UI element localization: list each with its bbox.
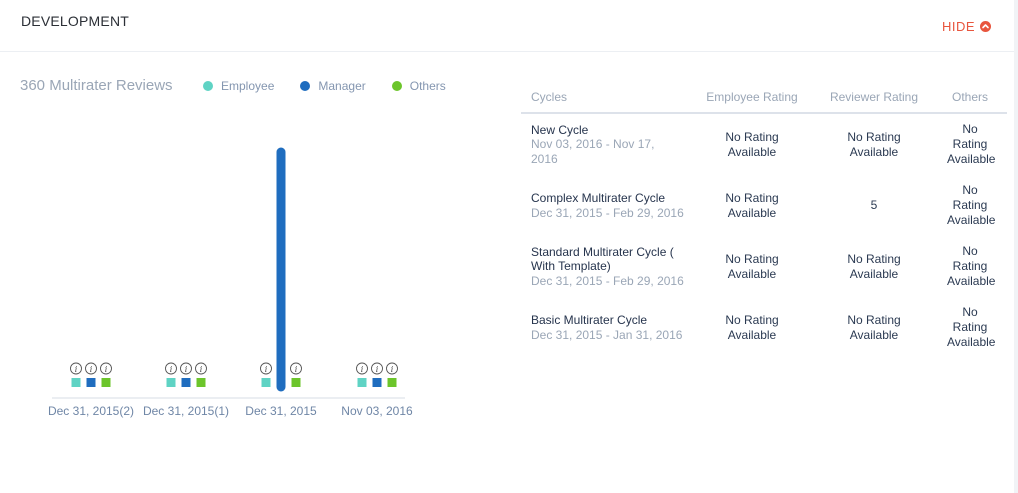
chart-title: 360 Multirater Reviews: [20, 77, 173, 94]
info-icon: [260, 362, 272, 375]
table-header: Cycles Employee Rating Reviewer Rating O…: [521, 82, 1007, 114]
reviewer-rating-cell: No Rating Available: [847, 129, 901, 159]
series-marker-others: [387, 378, 397, 387]
series-marker-employee: [357, 378, 367, 387]
cycle-name: New Cycle: [531, 122, 589, 137]
info-icon-glyph: i: [185, 365, 188, 374]
series-marker-manager: [86, 378, 96, 387]
hide-label: HIDE: [941, 19, 975, 34]
reviewer-rating-cell: 5: [870, 198, 878, 212]
employee-rating-cell: No Rating Available: [725, 190, 779, 220]
legend-label-others: Others: [409, 79, 446, 93]
cycles-table: Cycles Employee Rating Reviewer Rating O…: [521, 82, 1007, 358]
info-icon-glyph: i: [105, 365, 108, 374]
table-row: New Cycle Nov 03, 2016 - Nov 17, 2016 No…: [521, 114, 1007, 175]
series-marker-employee: [166, 378, 176, 387]
x-tick-label: Dec 31, 2015: [245, 404, 317, 418]
header-cycles: Cycles: [531, 90, 568, 104]
cycle-cell: New Cycle Nov 03, 2016 - Nov 17, 2016: [521, 123, 689, 167]
cycle-name: Complex Multirater Cycle: [531, 191, 666, 205]
cycle-dates: Dec 31, 2015 - Feb 29, 2016: [531, 273, 684, 288]
series-marker-others: [196, 378, 206, 387]
header-others: Others: [951, 90, 988, 104]
cycle-dates: Dec 31, 2015 - Feb 29, 2016: [531, 205, 684, 220]
table-row: Complex Multirater Cycle Dec 31, 2015 - …: [521, 175, 1007, 236]
info-icon: [180, 362, 192, 375]
info-icon-glyph: i: [295, 365, 298, 374]
x-tick-label: Dec 31, 2015(2): [48, 404, 134, 418]
header-employee-rating: Employee Rating: [706, 90, 798, 104]
section-header: DEVELOPMENT HIDE: [0, 0, 1018, 52]
series-marker-manager: [181, 378, 191, 387]
hide-button[interactable]: HIDE: [942, 19, 991, 34]
info-icon-glyph: i: [90, 365, 93, 374]
legend-label-employee: Employee: [221, 79, 275, 93]
legend-item-employee[interactable]: Employee: [203, 79, 274, 93]
info-icon: [165, 362, 177, 375]
cycle-cell: Complex Multirater Cycle Dec 31, 2015 - …: [521, 191, 689, 220]
chart-legend: Employee Manager Others: [203, 79, 472, 93]
cycle-cell: Basic Multirater Cycle Dec 31, 2015 - Ja…: [521, 313, 689, 342]
info-icon: [356, 362, 368, 375]
others-cell: No Rating Available: [947, 183, 996, 227]
x-tick-label: Nov 03, 2016: [341, 404, 413, 418]
series-marker-manager: [372, 378, 382, 387]
section-title: DEVELOPMENT: [21, 13, 129, 29]
info-icon: [195, 362, 207, 375]
chevron-up-icon: [980, 21, 991, 32]
cycle-name: Basic Multirater Cycle: [531, 313, 648, 327]
legend-label-manager: Manager: [318, 79, 366, 93]
info-icon: [290, 362, 302, 375]
series-marker-others: [101, 378, 111, 387]
cycle-dates: Dec 31, 2015 - Jan 31, 2016: [531, 327, 683, 342]
info-icon-glyph: i: [265, 365, 268, 374]
bar-chart: i i i Dec 31, 2015(2) i i i Dec 31, 2015(1) i i De…: [48, 147, 413, 418]
legend-dot-others: [391, 81, 402, 91]
info-icon: [386, 362, 398, 375]
x-tick-label: Dec 31, 2015(1): [143, 404, 229, 418]
series-marker-manager: [276, 378, 286, 387]
series-marker-employee: [261, 378, 271, 387]
others-cell: No Rating Available: [947, 305, 996, 349]
reviewer-rating-cell: No Rating Available: [847, 312, 901, 342]
series-marker-employee: [71, 378, 81, 387]
legend-item-manager[interactable]: Manager: [300, 79, 366, 93]
reviewer-rating-cell: No Rating Available: [847, 251, 901, 281]
info-icon: [371, 362, 383, 375]
cycle-name: Standard Multirater Cycle ( With Templat…: [531, 244, 674, 274]
info-icon-glyph: i: [376, 365, 379, 374]
series-marker-others: [291, 378, 301, 387]
employee-rating-cell: No Rating Available: [725, 129, 779, 159]
info-icon: [85, 362, 97, 375]
legend-dot-employee: [203, 81, 213, 91]
others-cell: No Rating Available: [947, 122, 996, 166]
scrollbar-track[interactable]: [1014, 0, 1018, 493]
info-icon: [70, 362, 82, 375]
info-icon-glyph: i: [361, 365, 364, 374]
table-row: Standard Multirater Cycle ( With Templat…: [521, 236, 1007, 297]
info-icon-glyph: i: [75, 365, 78, 374]
others-cell: No Rating Available: [947, 244, 996, 288]
legend-dot-manager: [300, 81, 311, 91]
legend-item-others[interactable]: Others: [391, 79, 446, 93]
cycle-dates: Nov 03, 2016 - Nov 17, 2016: [531, 137, 655, 166]
info-icon-glyph: i: [200, 365, 203, 374]
info-icon-glyph: i: [170, 365, 173, 374]
info-icon: [100, 362, 112, 375]
cycle-cell: Standard Multirater Cycle ( With Templat…: [521, 245, 689, 289]
employee-rating-cell: No Rating Available: [725, 312, 779, 342]
header-reviewer-rating: Reviewer Rating: [829, 90, 919, 104]
employee-rating-cell: No Rating Available: [725, 251, 779, 281]
table-row: Basic Multirater Cycle Dec 31, 2015 - Ja…: [521, 297, 1007, 358]
info-icon-glyph: i: [391, 365, 394, 374]
